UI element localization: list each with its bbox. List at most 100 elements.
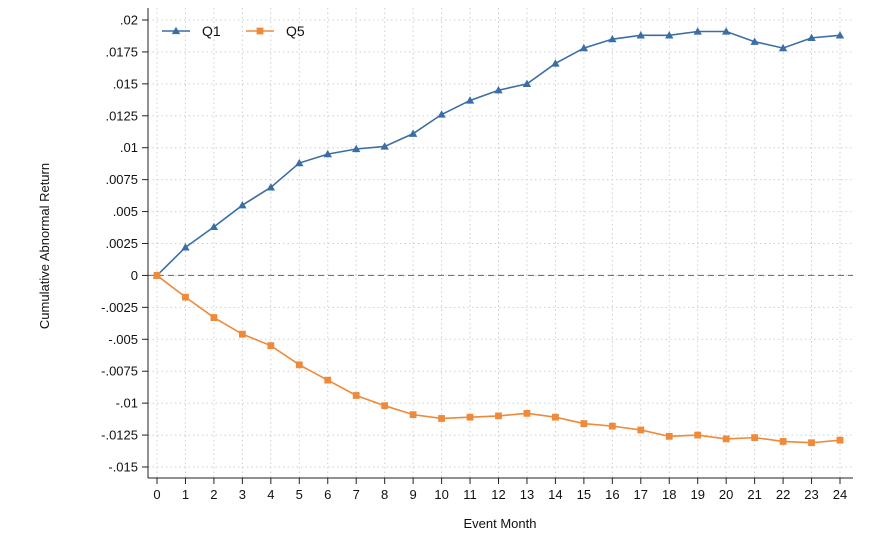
y-tick-label: -.015: [108, 460, 138, 475]
data-point-q5: [779, 438, 787, 445]
data-point-q5: [836, 436, 844, 444]
data-point-q5: [267, 342, 275, 350]
x-axis-title: Event Month: [464, 516, 537, 531]
data-point-q5: [438, 415, 445, 422]
data-point-q1: [608, 34, 617, 43]
ticks: .02 .0175 .015 .0125 .01 .0075 .005 .0025 0 -.002…: [101, 13, 847, 503]
data-point-q5: [552, 413, 559, 421]
y-tick-label: .02: [120, 13, 138, 28]
data-point-q1: [693, 27, 702, 35]
data-point-q1: [323, 149, 332, 158]
data-point-q1: [238, 200, 247, 209]
y-tick-label: -.0125: [101, 428, 138, 443]
y-tick-label: .0125: [105, 108, 138, 123]
y-tick-label: -.005: [108, 332, 138, 347]
x-tick-label: 19: [690, 487, 704, 502]
data-point-q5: [182, 293, 189, 301]
data-point-q5: [751, 434, 759, 442]
x-tick-label: 18: [662, 487, 676, 502]
data-point-q5: [580, 420, 588, 427]
legend-label-q5: Q5: [286, 23, 305, 39]
data-point-q5: [324, 376, 332, 384]
data-point-q1: [437, 110, 446, 118]
y-tick-label: .01: [120, 140, 138, 155]
data-point-q5: [495, 412, 502, 420]
data-point-q5: [665, 432, 673, 440]
data-point-q5: [722, 435, 730, 443]
series-layer: [152, 27, 845, 447]
x-tick-label: 23: [804, 487, 818, 502]
x-tick-label: 2: [210, 487, 217, 502]
data-point-q1: [408, 129, 418, 137]
data-point-q1: [665, 31, 674, 39]
data-point-q5: [295, 361, 303, 369]
legend: Q1 Q5: [162, 23, 305, 39]
x-tick-label: 14: [548, 487, 562, 502]
data-point-q5: [808, 439, 815, 447]
data-point-q5: [608, 422, 616, 430]
x-tick-label: 22: [776, 487, 790, 502]
data-point-q1: [181, 243, 190, 251]
x-tick-label: 20: [719, 487, 733, 502]
data-point-q5: [352, 392, 360, 399]
x-tick-label: 6: [324, 487, 331, 502]
x-tick-label: 11: [463, 487, 477, 502]
x-tick-label: 4: [267, 487, 274, 502]
y-tick-label: -.01: [116, 396, 138, 411]
x-tick-label: 3: [239, 487, 246, 502]
legend-marker-q1: [171, 26, 181, 35]
data-point-q5: [210, 314, 218, 321]
data-point-q1: [465, 96, 475, 104]
data-point-q5: [694, 431, 702, 439]
data-point-q1: [721, 27, 731, 35]
grid: [148, 8, 853, 478]
x-tick-label: 8: [381, 487, 388, 502]
data-point-q1: [807, 33, 816, 42]
data-point-q5: [381, 402, 389, 410]
data-point-q5: [523, 409, 531, 417]
y-tick-label: -.0025: [101, 300, 138, 315]
data-point-q5: [466, 413, 474, 421]
data-point-q5: [238, 330, 246, 338]
y-tick-label: .0075: [105, 172, 138, 187]
data-point-q1: [551, 59, 560, 67]
legend-label-q1: Q1: [202, 23, 221, 39]
data-point-q1: [380, 142, 389, 150]
data-point-q1: [522, 79, 532, 88]
x-tick-label: 21: [747, 487, 761, 502]
x-tick-label: 24: [833, 487, 847, 502]
data-point-q1: [750, 37, 759, 45]
data-point-q1: [835, 31, 845, 39]
data-point-q1: [295, 158, 304, 167]
y-tick-label: .005: [113, 204, 138, 219]
x-tick-label: 9: [410, 487, 417, 502]
data-point-q1: [636, 31, 645, 39]
data-point-q1: [494, 86, 503, 94]
legend-item-q1: Q1: [162, 23, 221, 39]
data-point-q1: [266, 183, 276, 191]
y-tick-label: .0175: [105, 44, 138, 59]
y-tick-label: 0: [131, 268, 138, 283]
x-tick-label: 17: [634, 487, 648, 502]
data-point-q1: [778, 43, 788, 52]
x-tick-label: 5: [296, 487, 303, 502]
y-axis-title: Cumulative Abnormal Return: [37, 163, 52, 329]
x-tick-label: 10: [434, 487, 448, 502]
data-point-q1: [579, 43, 589, 52]
x-tick-label: 13: [520, 487, 534, 502]
x-tick-label: 0: [153, 487, 160, 502]
legend-item-q5: Q5: [246, 23, 305, 39]
data-point-q1: [209, 222, 219, 231]
data-point-q1: [352, 144, 361, 153]
data-point-q5: [409, 411, 417, 419]
series-q1: [152, 27, 845, 279]
x-tick-label: 1: [182, 487, 189, 502]
data-point-q5: [637, 426, 645, 434]
y-tick-label: .0025: [105, 236, 138, 251]
series-q5: [153, 272, 844, 447]
x-tick-label: 12: [491, 487, 505, 502]
y-tick-label: -.0075: [101, 364, 138, 379]
x-tick-label: 15: [577, 487, 591, 502]
